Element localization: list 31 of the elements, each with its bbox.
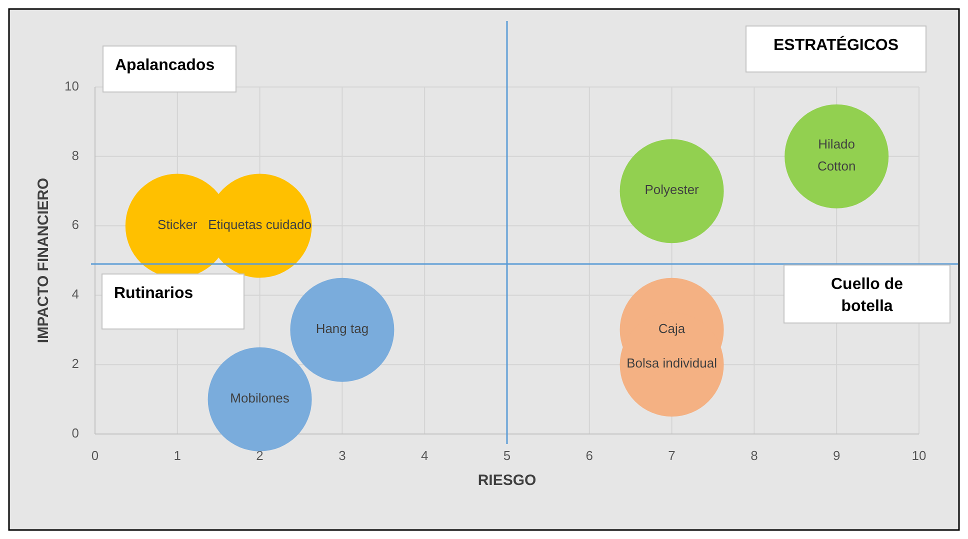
x-tick-label: 6 (586, 448, 594, 463)
x-tick-label: 2 (256, 448, 264, 463)
data-label: Hilado Cotton (817, 136, 856, 174)
x-tick-label: 9 (832, 448, 840, 463)
y-tick-label: 4 (72, 286, 79, 302)
data-label: Polyester (644, 182, 700, 198)
x-tick-label: 5 (503, 448, 511, 463)
y-axis-title: IMPACTO FINANCIERO (35, 178, 52, 344)
x-tick-label: 8 (750, 448, 758, 463)
annotation: Cuello de botella (830, 276, 904, 315)
x-tick-label: 7 (668, 448, 676, 463)
y-tick-label: 0 (72, 425, 79, 440)
data-label: Etiquetas cuidado (208, 217, 312, 232)
x-tick-label: 4 (420, 448, 428, 463)
data-label: Bolsa individual (626, 356, 718, 372)
data-label: Sticker (158, 217, 198, 232)
y-tick-label: 8 (72, 148, 79, 163)
annotation: Rutinarios (114, 285, 194, 302)
x-tick-label: 0 (91, 448, 99, 463)
data-label: Mobilones (230, 390, 290, 406)
x-tick-label: 1 (174, 448, 182, 463)
y-tick-label: 6 (72, 217, 79, 232)
data-label: Caja (658, 321, 686, 336)
x-tick-label: 10 (912, 448, 926, 463)
data-label: Hang tag (316, 321, 369, 336)
x-axis-title: RIESGO (478, 472, 536, 489)
y-tick-label: 2 (72, 356, 79, 372)
x-tick-label: 3 (338, 448, 346, 463)
y-tick-label: 10 (64, 78, 79, 94)
text: ESTRATÉGICOS (773, 35, 899, 54)
text: Apalancados (115, 57, 215, 74)
